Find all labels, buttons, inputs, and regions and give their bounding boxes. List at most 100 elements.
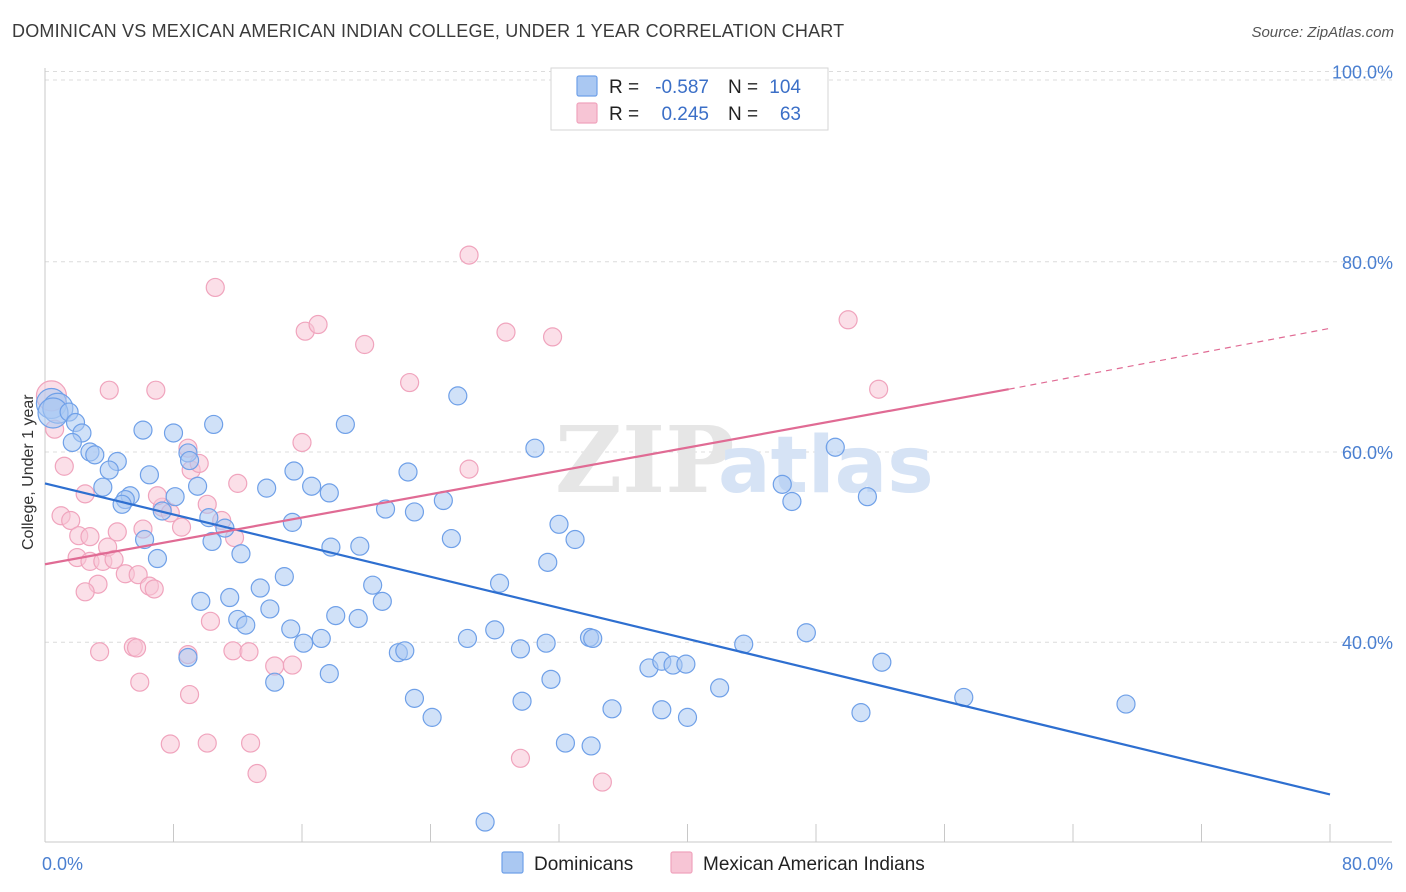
data-point	[400, 372, 420, 393]
y-axis-label: College, Under 1 year	[20, 394, 37, 550]
trend-line	[44, 482, 1331, 796]
data-point	[348, 608, 368, 629]
data-point	[441, 528, 461, 549]
data-point	[99, 460, 119, 480]
data-point	[350, 536, 370, 556]
chart-title: DOMINICAN VS MEXICAN AMERICAN INDIAN COL…	[12, 21, 845, 41]
data-point	[260, 599, 280, 619]
legend-swatch	[670, 851, 693, 874]
data-point	[652, 700, 672, 720]
data-point	[857, 487, 878, 507]
data-point	[80, 527, 100, 547]
data-point	[565, 529, 585, 550]
data-point	[61, 510, 81, 531]
y-tick-label: 80.0%	[1342, 253, 1393, 273]
data-point	[250, 578, 270, 598]
y-tick-label: 40.0%	[1342, 633, 1393, 653]
data-point	[202, 531, 222, 552]
legend-r-label: R =	[609, 77, 639, 98]
data-point	[54, 456, 74, 476]
data-point	[485, 620, 505, 640]
data-point	[319, 483, 339, 503]
data-point	[459, 245, 479, 265]
data-point	[536, 633, 556, 653]
data-point	[257, 478, 277, 498]
legend-swatch	[501, 851, 524, 874]
data-point	[319, 664, 339, 684]
data-point	[90, 642, 110, 662]
data-point	[308, 314, 328, 335]
data-point	[75, 582, 95, 602]
watermark-zip: ZIP	[555, 406, 734, 514]
data-point	[335, 414, 355, 435]
data-point	[475, 812, 495, 832]
data-point	[165, 487, 185, 507]
data-point	[147, 548, 168, 569]
trend-line-extension	[1008, 327, 1331, 390]
data-point	[133, 420, 153, 440]
legend-n-value: 63	[780, 104, 801, 125]
data-point	[602, 699, 622, 719]
data-point	[274, 567, 294, 587]
data-point	[395, 641, 415, 661]
data-point	[144, 579, 164, 599]
data-point	[512, 691, 532, 711]
data-point	[1116, 694, 1136, 714]
data-point	[265, 672, 285, 692]
axes	[44, 68, 1392, 843]
data-points	[35, 245, 1136, 832]
data-point	[282, 655, 302, 675]
data-point	[146, 380, 166, 400]
legend-swatch	[576, 75, 598, 97]
data-point	[171, 517, 192, 537]
data-point	[239, 642, 259, 662]
legend-series-name: Mexican American Indians	[703, 854, 925, 875]
data-point	[179, 450, 200, 471]
watermark-atlas: atlas	[718, 421, 934, 511]
data-point	[448, 386, 468, 406]
data-point	[457, 628, 478, 649]
data-point	[191, 591, 211, 611]
data-point	[99, 380, 119, 400]
data-point	[375, 499, 396, 519]
data-point	[85, 445, 105, 465]
data-point	[796, 623, 816, 643]
legend-r-value: 0.245	[661, 104, 709, 125]
data-point	[710, 678, 730, 698]
legend-n-value: 104	[769, 77, 801, 98]
data-point	[247, 763, 267, 784]
data-point	[241, 733, 261, 753]
data-point	[404, 502, 425, 522]
data-point	[851, 703, 871, 723]
data-point	[178, 647, 198, 668]
data-point	[404, 688, 425, 708]
data-point	[549, 514, 569, 534]
data-point	[236, 615, 256, 635]
data-point	[130, 672, 150, 692]
y-tick-label: 60.0%	[1342, 443, 1393, 463]
data-point	[398, 462, 418, 482]
data-point	[160, 734, 180, 754]
data-point	[541, 669, 561, 689]
data-point	[128, 565, 148, 585]
data-point	[869, 379, 889, 399]
data-point	[281, 619, 301, 639]
data-point	[355, 334, 375, 355]
y-tick-label: 100.0%	[1332, 63, 1393, 83]
data-point	[433, 490, 453, 511]
data-point	[126, 638, 147, 658]
data-point	[676, 654, 696, 674]
data-point	[134, 529, 155, 550]
source-label: Source: ZipAtlas.com	[1251, 24, 1394, 41]
data-point	[592, 772, 612, 792]
legend-n-label: N =	[728, 104, 758, 125]
data-point	[200, 611, 221, 631]
data-point	[581, 736, 601, 756]
x-tick-label: 80.0%	[1342, 854, 1393, 874]
data-point	[197, 733, 217, 753]
data-point	[292, 432, 312, 453]
x-tick-label: 0.0%	[42, 854, 83, 874]
data-point	[282, 512, 302, 532]
data-point	[510, 748, 531, 768]
